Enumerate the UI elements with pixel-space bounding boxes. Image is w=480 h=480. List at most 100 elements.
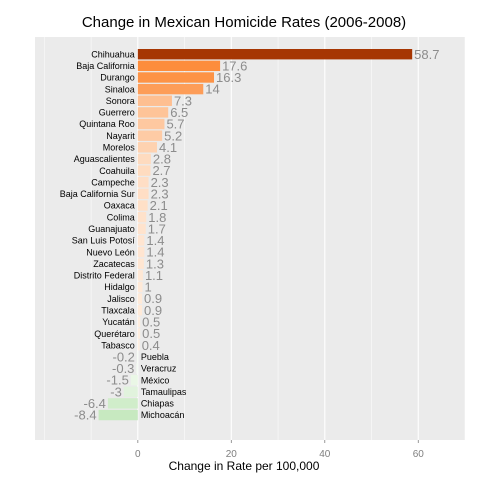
category-label: San Luis Potosí (72, 236, 136, 246)
category-label: Sinaloa (105, 84, 135, 94)
category-label: Baja California Sur (60, 189, 135, 199)
value-label: 1.1 (145, 268, 163, 283)
category-label: Nuevo León (86, 247, 135, 257)
bar (137, 211, 147, 223)
bar (137, 165, 151, 176)
category-label: Campeche (91, 177, 135, 187)
value-label: 6.5 (170, 105, 188, 120)
category-label: Chihuahua (91, 49, 135, 59)
category-label: Tamaulipas (141, 387, 187, 397)
bar (137, 235, 145, 246)
value-label: -8.4 (74, 408, 96, 423)
value-label: 2.1 (150, 198, 168, 213)
x-tick-label: 60 (413, 449, 425, 460)
bar (137, 223, 146, 234)
category-label: Guerrero (99, 108, 135, 118)
value-label: -6.4 (84, 396, 106, 411)
category-label: Chiapas (141, 399, 175, 409)
bar (98, 409, 138, 421)
value-label: 1.7 (148, 221, 166, 236)
category-label: Jalisco (107, 294, 135, 304)
category-label: Sonora (106, 96, 135, 106)
bar (137, 246, 145, 258)
category-label: Morelos (103, 143, 136, 153)
category-label: Oaxaca (104, 201, 135, 211)
value-label: 1.3 (146, 256, 164, 271)
bar (137, 49, 413, 60)
value-label: 0.4 (142, 338, 160, 353)
value-label: 17.6 (222, 58, 247, 73)
value-label: 58.7 (414, 47, 439, 62)
category-label: Hidalgo (104, 282, 135, 292)
bars (98, 49, 413, 421)
value-label: 1.8 (148, 210, 166, 225)
x-tick-label: 20 (226, 449, 238, 460)
bar (137, 258, 144, 269)
bar (137, 293, 143, 304)
value-label: 2.7 (152, 163, 170, 178)
bar (137, 153, 151, 165)
category-label: Colima (107, 212, 135, 222)
value-label: 1.4 (146, 245, 164, 260)
value-label: 0.9 (144, 291, 162, 306)
value-label: 0.5 (142, 315, 160, 330)
x-axis-ticks: 0 20 40 60 (135, 440, 424, 460)
bar (130, 374, 138, 386)
value-label: 2.3 (151, 175, 169, 190)
chart-title: Change in Mexican Homicide Rates (2006-2… (82, 14, 406, 31)
value-label: 16.3 (216, 70, 241, 85)
category-label: Puebla (141, 352, 169, 362)
value-label: 2.8 (153, 152, 171, 167)
category-label: Baja California (76, 61, 135, 71)
bar (137, 328, 141, 339)
x-tick-label: 0 (135, 449, 141, 460)
bar (107, 398, 138, 409)
bar (137, 95, 172, 106)
category-label: Durango (100, 73, 135, 83)
bar (137, 72, 215, 83)
value-label: 0.5 (142, 326, 160, 341)
bar (137, 130, 163, 141)
value-label: 1.4 (146, 233, 164, 248)
category-label: Yucatán (102, 317, 135, 327)
category-label: Quintana Roo (79, 119, 135, 129)
value-label: 1 (145, 280, 152, 295)
category-label: Guanajuato (88, 224, 135, 234)
bar (137, 305, 143, 316)
category-label: Nayarit (106, 131, 135, 141)
value-label: -0.3 (112, 361, 134, 376)
bar (137, 270, 143, 281)
bar (136, 351, 138, 363)
value-label: 14 (205, 82, 219, 97)
bar (137, 83, 204, 95)
category-label: Aguascalientes (74, 154, 136, 164)
bar (137, 281, 143, 293)
category-label: Michoacán (141, 410, 185, 420)
value-label: 7.3 (174, 93, 192, 108)
value-label: 5.7 (166, 117, 184, 132)
bar (137, 340, 140, 351)
bar (137, 60, 221, 72)
bar (123, 386, 138, 397)
bar (137, 142, 157, 153)
value-labels: 58.717.616.3147.36.55.75.24.12.82.72.32.… (74, 47, 439, 423)
value-label: -0.2 (112, 349, 134, 364)
bar (137, 177, 149, 188)
bar (137, 316, 141, 328)
bar (137, 188, 149, 200)
category-label: Tlaxcala (101, 305, 135, 315)
category-label: Veracruz (141, 364, 177, 374)
value-label: 4.1 (159, 140, 177, 155)
value-label: 5.2 (164, 128, 182, 143)
category-label: México (141, 375, 170, 385)
value-label: 0.9 (144, 303, 162, 318)
x-axis-label: Change in Rate per 100,000 (169, 459, 320, 473)
value-label: -3 (110, 384, 122, 399)
category-label: Distrito Federal (74, 271, 135, 281)
bar (137, 200, 148, 211)
value-label: 2.3 (151, 186, 169, 201)
bar (136, 363, 138, 374)
plot-panel (35, 37, 465, 440)
